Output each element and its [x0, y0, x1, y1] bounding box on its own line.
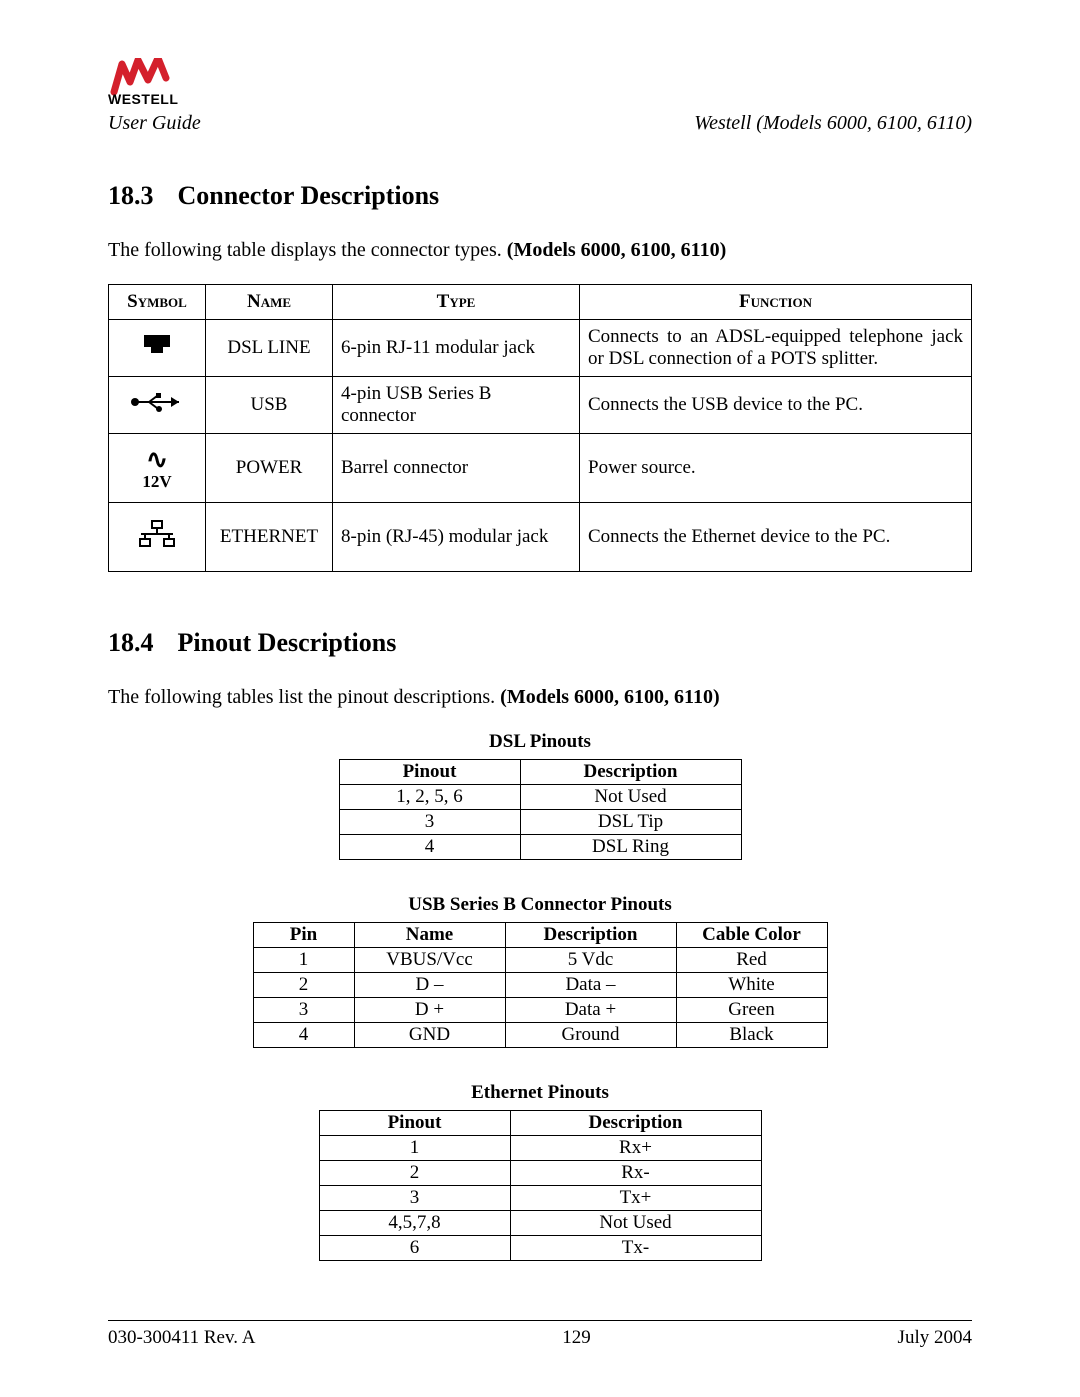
- page-footer: 030-300411 Rev. A 129 July 2004: [108, 1320, 972, 1349]
- table-header-row: PinNameDescriptionCable Color: [253, 923, 827, 948]
- table-cell: 3: [339, 810, 520, 835]
- table-cell: Data –: [505, 973, 676, 998]
- column-header: Pin: [253, 923, 354, 948]
- column-header: Description: [510, 1111, 761, 1136]
- table-row: DSL LINE 6-pin RJ-11 modular jack Connec…: [109, 320, 972, 377]
- section-18-4-title: 18.4 Pinout Descriptions: [108, 628, 972, 658]
- table-cell: 4: [339, 835, 520, 860]
- table-cell: 5 Vdc: [505, 948, 676, 973]
- column-header: Pinout: [319, 1111, 510, 1136]
- table-row: 2D –Data –White: [253, 973, 827, 998]
- table-row: 4DSL Ring: [339, 835, 741, 860]
- table-cell: Tx+: [510, 1186, 761, 1211]
- footer-right: July 2004: [898, 1327, 972, 1349]
- col-name: Name: [206, 285, 333, 320]
- table-cell: Data +: [505, 998, 676, 1023]
- dsl-caption: DSL Pinouts: [108, 731, 972, 753]
- column-header: Cable Color: [676, 923, 827, 948]
- table-cell: Red: [676, 948, 827, 973]
- ethernet-pinouts-table: PinoutDescription1Rx+2Rx-3Tx+4,5,7,8Not …: [319, 1110, 762, 1261]
- footer-page-number: 129: [562, 1327, 591, 1349]
- column-header: Pinout: [339, 760, 520, 785]
- usb-icon: [109, 377, 206, 434]
- table-cell: White: [676, 973, 827, 998]
- table-cell: 3: [253, 998, 354, 1023]
- table-cell: Tx-: [510, 1236, 761, 1261]
- table-row: 3Tx+: [319, 1186, 761, 1211]
- col-symbol: Symbol: [109, 285, 206, 320]
- logo-text: WESTELL: [108, 91, 178, 106]
- column-header: Name: [354, 923, 505, 948]
- table-cell: 1: [253, 948, 354, 973]
- table-row: 3DSL Tip: [339, 810, 741, 835]
- section-18-3-title: 18.3 Connector Descriptions: [108, 181, 972, 211]
- table-cell: DSL Ring: [520, 835, 741, 860]
- usb-pinouts-table: PinNameDescriptionCable Color1VBUS/Vcc5 …: [253, 922, 828, 1048]
- table-cell: GND: [354, 1023, 505, 1048]
- table-row: 1Rx+: [319, 1136, 761, 1161]
- table-cell: DSL Tip: [520, 810, 741, 835]
- dsl-line-icon: [109, 320, 206, 377]
- table-cell: 1, 2, 5, 6: [339, 785, 520, 810]
- power-icon: ∿ 12V: [109, 434, 206, 503]
- table-cell: 4: [253, 1023, 354, 1048]
- table-cell: 3: [319, 1186, 510, 1211]
- col-function: Function: [580, 285, 972, 320]
- table-row: 2Rx-: [319, 1161, 761, 1186]
- westell-logo-icon: WESTELL: [108, 58, 186, 106]
- dsl-pinouts-table: PinoutDescription1, 2, 5, 6Not Used3DSL …: [339, 759, 742, 860]
- section-18-3-intro: The following table displays the connect…: [108, 239, 972, 262]
- table-row: ∿ 12V POWER Barrel connector Power sourc…: [109, 434, 972, 503]
- page: WESTELL User Guide Westell (Models 6000,…: [0, 0, 1080, 1397]
- table-row: ETHERNET 8-pin (RJ-45) modular jack Conn…: [109, 503, 972, 572]
- table-cell: 1: [319, 1136, 510, 1161]
- table-header-row: PinoutDescription: [339, 760, 741, 785]
- usb-caption: USB Series B Connector Pinouts: [108, 894, 972, 916]
- table-cell: Green: [676, 998, 827, 1023]
- section-18-4-intro: The following tables list the pinout des…: [108, 686, 972, 709]
- ethernet-icon: [109, 503, 206, 572]
- table-row: 1VBUS/Vcc5 VdcRed: [253, 948, 827, 973]
- table-cell: Not Used: [510, 1211, 761, 1236]
- logo-block: WESTELL User Guide: [108, 58, 201, 135]
- table-row: 4GNDGroundBlack: [253, 1023, 827, 1048]
- user-guide-label: User Guide: [108, 112, 201, 135]
- table-cell: 2: [253, 973, 354, 998]
- models-label: Westell (Models 6000, 6100, 6110): [694, 112, 972, 135]
- table-cell: 4,5,7,8: [319, 1211, 510, 1236]
- table-row: 3D +Data +Green: [253, 998, 827, 1023]
- table-cell: 2: [319, 1161, 510, 1186]
- table-cell: VBUS/Vcc: [354, 948, 505, 973]
- table-cell: Rx-: [510, 1161, 761, 1186]
- section-number: 18.3: [108, 181, 154, 211]
- section-heading: Pinout Descriptions: [178, 628, 397, 657]
- table-cell: Rx+: [510, 1136, 761, 1161]
- table-row: USB 4-pin USB Series B connector Connect…: [109, 377, 972, 434]
- table-cell: Not Used: [520, 785, 741, 810]
- table-row: 4,5,7,8Not Used: [319, 1211, 761, 1236]
- table-cell: 6: [319, 1236, 510, 1261]
- section-heading: Connector Descriptions: [178, 181, 440, 210]
- table-cell: D +: [354, 998, 505, 1023]
- column-header: Description: [520, 760, 741, 785]
- table-cell: Black: [676, 1023, 827, 1048]
- col-type: Type: [333, 285, 580, 320]
- table-cell: Ground: [505, 1023, 676, 1048]
- table-cell: D –: [354, 973, 505, 998]
- table-row: 6Tx-: [319, 1236, 761, 1261]
- footer-left: 030-300411 Rev. A: [108, 1327, 255, 1349]
- connector-table: Symbol Name Type Function DSL LINE 6-pin…: [108, 284, 972, 572]
- table-row: 1, 2, 5, 6Not Used: [339, 785, 741, 810]
- column-header: Description: [505, 923, 676, 948]
- page-header: WESTELL User Guide Westell (Models 6000,…: [108, 58, 972, 135]
- table-header-row: Symbol Name Type Function: [109, 285, 972, 320]
- eth-caption: Ethernet Pinouts: [108, 1082, 972, 1104]
- table-header-row: PinoutDescription: [319, 1111, 761, 1136]
- section-number: 18.4: [108, 628, 154, 658]
